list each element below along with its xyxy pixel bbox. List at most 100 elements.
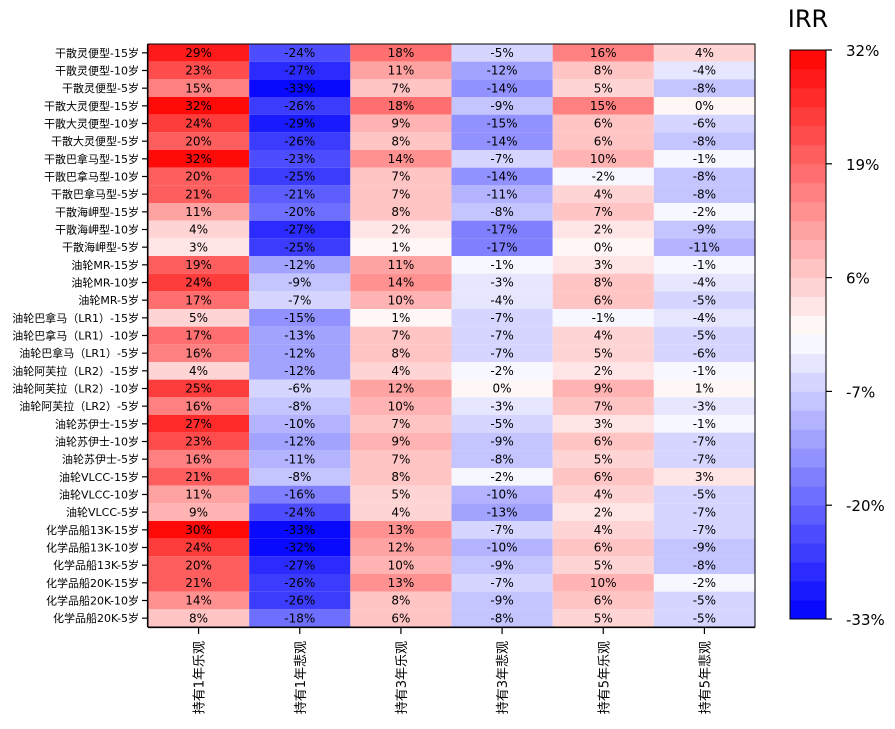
heatmap-cell xyxy=(451,150,553,168)
row-label: 油轮MR-15岁 xyxy=(71,258,139,272)
cell-value-label: -17% xyxy=(487,240,518,254)
heatmap-cell xyxy=(552,238,654,256)
heatmap-cell xyxy=(350,220,452,239)
cell-value-label: -7% xyxy=(693,505,716,519)
heatmap-cell xyxy=(350,203,452,221)
cell-value-label: -8% xyxy=(693,170,716,184)
row-label: 油轮MR-5岁 xyxy=(78,293,139,307)
heatmap-cell xyxy=(350,362,452,380)
cell-value-label: -8% xyxy=(288,470,311,484)
cell-value-label: -1% xyxy=(693,152,716,166)
heatmap-cell xyxy=(249,291,351,309)
heatmap-cell xyxy=(148,220,250,239)
row-label: 油轮阿芙拉（LR2）-10岁 xyxy=(12,382,139,396)
heatmap-cell xyxy=(249,132,351,150)
heatmap-cell xyxy=(148,79,250,97)
cell-value-label: 0% xyxy=(493,382,512,396)
cell-value-label: 21% xyxy=(185,470,212,484)
cell-value-label: -9% xyxy=(693,223,716,237)
cell-value-label: -7% xyxy=(288,293,311,307)
column-label: 持有5年悲观 xyxy=(697,641,713,714)
cell-value-label: 18% xyxy=(388,99,415,113)
colorbar-segment xyxy=(790,296,826,316)
cell-value-label: -33% xyxy=(284,523,315,537)
heatmap-cell xyxy=(148,415,250,433)
cell-value-label: -7% xyxy=(693,523,716,537)
cell-value-label: -12% xyxy=(487,64,518,78)
heatmap-cell xyxy=(249,397,351,415)
heatmap-cell xyxy=(653,220,755,239)
heatmap-cell xyxy=(552,150,654,168)
heatmap-cell xyxy=(350,591,452,610)
cell-value-label: 7% xyxy=(391,170,410,184)
row-label: 油轮MR-10岁 xyxy=(71,276,139,290)
cell-value-label: 8% xyxy=(391,346,410,360)
cell-value-label: 7% xyxy=(391,81,410,95)
colorbar-segment xyxy=(790,258,826,278)
heatmap-cell xyxy=(148,538,250,557)
cell-value-label: 10% xyxy=(590,576,617,590)
cell-value-label: 17% xyxy=(185,293,212,307)
heatmap-cell xyxy=(148,97,250,115)
cell-value-label: -9% xyxy=(490,594,513,608)
cell-value-label: -8% xyxy=(693,558,716,572)
row-label: 干散巴拿马型-5岁 xyxy=(51,187,139,201)
cell-value-label: 2% xyxy=(594,505,613,519)
heatmap-cell xyxy=(350,344,452,362)
row-label: 化学品船20K-15岁 xyxy=(46,576,139,590)
row-label: 化学品船20K-10岁 xyxy=(46,594,139,608)
colorbar-tick-label: -33% xyxy=(846,611,885,629)
row-label: 油轮巴拿马（LR1）-15岁 xyxy=(12,311,139,325)
colorbar-segment xyxy=(790,429,826,449)
colorbar-segment xyxy=(790,581,826,601)
heatmap-cell xyxy=(552,185,654,203)
cell-value-label: 3% xyxy=(594,417,613,431)
row-label: 化学品船13K-15岁 xyxy=(46,523,139,537)
heatmap-cell xyxy=(350,150,452,168)
heatmap-cell xyxy=(653,591,755,610)
heatmap-cell xyxy=(249,450,351,468)
heatmap-cell xyxy=(350,538,452,557)
cell-value-label: 17% xyxy=(185,329,212,343)
heatmap-cell xyxy=(451,609,553,627)
heatmap-cell xyxy=(653,521,755,539)
heatmap-cell xyxy=(249,521,351,539)
heatmap-cell xyxy=(350,379,452,398)
heatmap-cell xyxy=(148,185,250,203)
heatmap-cell xyxy=(451,203,553,221)
cell-value-label: -5% xyxy=(693,594,716,608)
cell-value-label: -5% xyxy=(490,417,513,431)
row-label: 干散灵便型-15岁 xyxy=(55,46,139,60)
heatmap-cell xyxy=(350,609,452,627)
heatmap-cell xyxy=(451,485,553,504)
cell-value-label: 8% xyxy=(189,611,208,625)
cell-value-label: 11% xyxy=(185,488,212,502)
cell-value-label: 2% xyxy=(594,364,613,378)
cell-value-label: 5% xyxy=(594,346,613,360)
cell-value-label: 11% xyxy=(388,64,415,78)
cell-value-label: 3% xyxy=(594,258,613,272)
heatmap-cell xyxy=(350,521,452,539)
heatmap-cell xyxy=(653,609,755,627)
heatmap-cell xyxy=(451,185,553,203)
heatmap-cell xyxy=(148,432,250,451)
row-label: 化学品船13K-10岁 xyxy=(46,541,139,555)
cell-value-label: -8% xyxy=(693,187,716,201)
cell-value-label: -3% xyxy=(490,399,513,413)
row-label: 化学品船13K-5岁 xyxy=(53,558,139,572)
cell-value-label: 13% xyxy=(388,523,415,537)
heatmap-cell xyxy=(451,503,553,521)
cell-value-label: 4% xyxy=(391,505,410,519)
row-label: 干散大灵便型-10岁 xyxy=(44,117,139,131)
heatmap-cell xyxy=(653,167,755,186)
cell-value-label: 15% xyxy=(590,99,617,113)
cell-value-label: -5% xyxy=(693,611,716,625)
heatmap-cell xyxy=(653,291,755,309)
heatmap-cell xyxy=(451,397,553,415)
cell-value-label: 6% xyxy=(391,611,410,625)
cell-value-label: -24% xyxy=(284,505,315,519)
cell-value-label: -9% xyxy=(288,276,311,290)
heatmap-cell xyxy=(451,61,553,80)
row-label: 油轮VLCC-5岁 xyxy=(66,505,139,519)
row-label: 干散灵便型-5岁 xyxy=(62,81,139,95)
